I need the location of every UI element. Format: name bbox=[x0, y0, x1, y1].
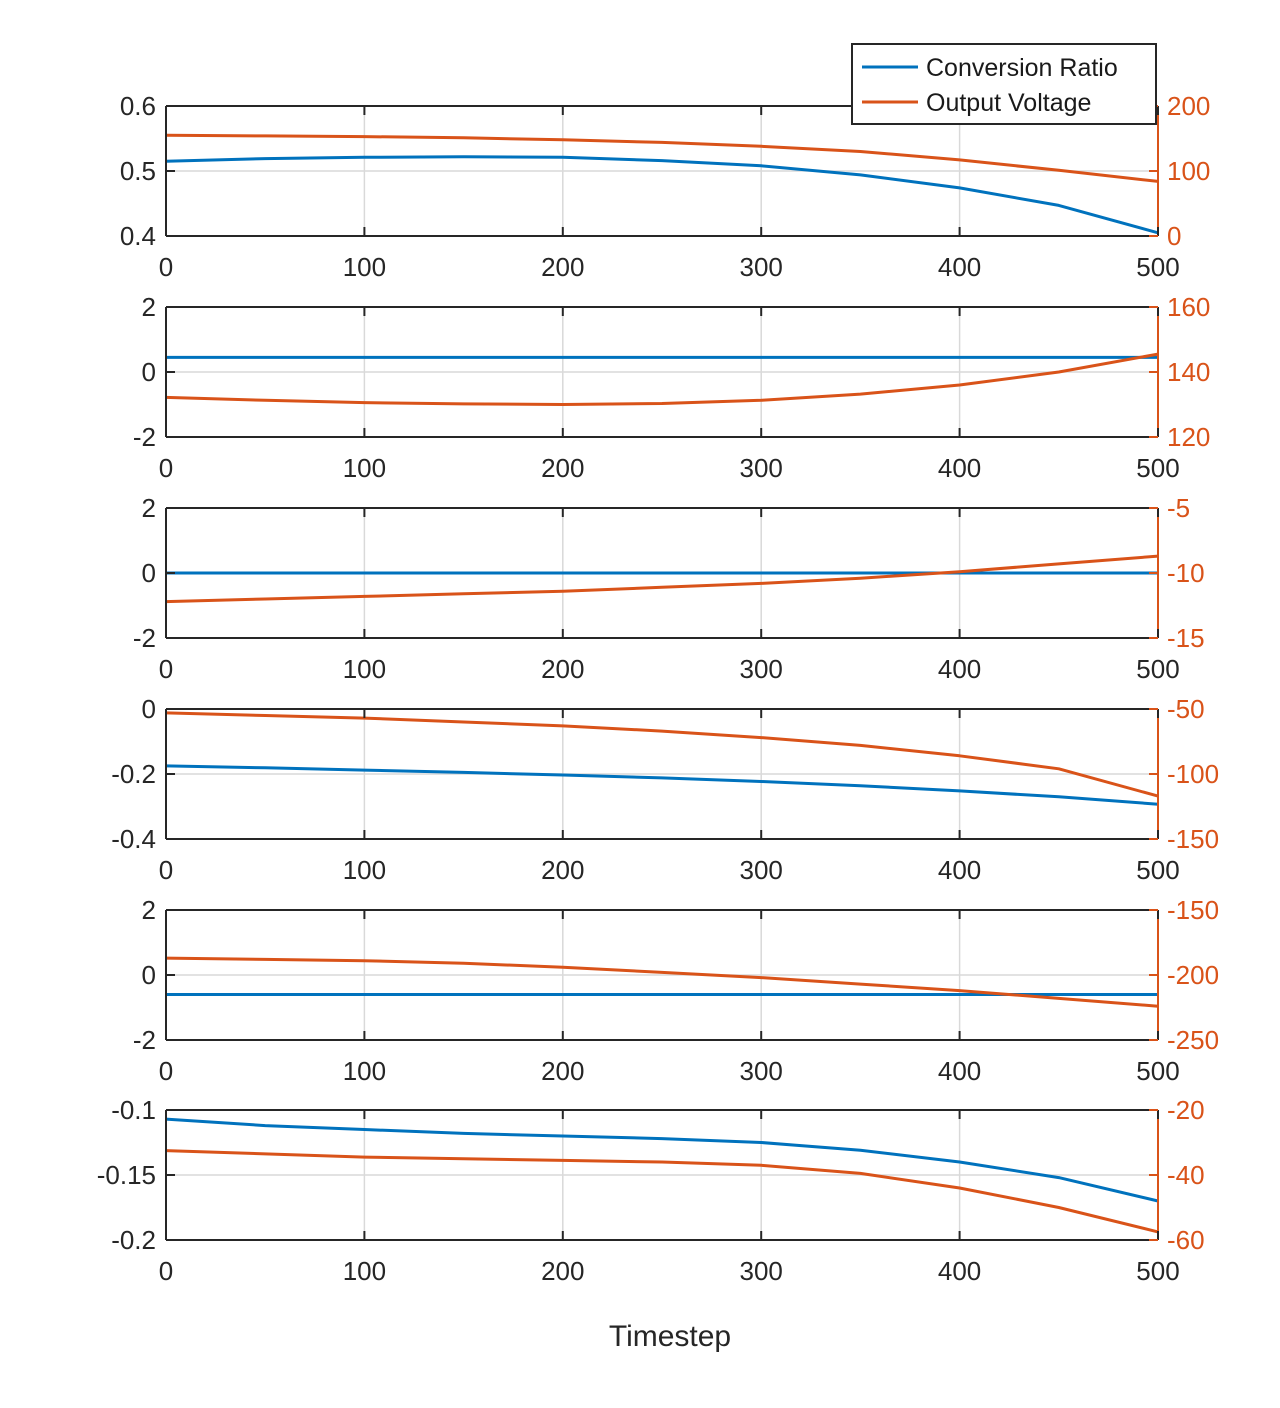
y-tick-label-left: -0.15 bbox=[97, 1160, 156, 1190]
subplot-4: 0 100 200 300 400 500 -0.4 -0.2 0 -150 -100 -50 bbox=[111, 694, 1219, 885]
x-tick-label: 200 bbox=[541, 654, 584, 684]
y-tick-label-left: 2 bbox=[142, 292, 156, 322]
y-tick-label-right: -150 bbox=[1167, 895, 1219, 925]
x-tick-label: 100 bbox=[343, 1056, 386, 1086]
y-tick-label-right: -100 bbox=[1167, 759, 1219, 789]
output-voltage-line bbox=[165, 133, 1159, 183]
output-voltage-line bbox=[165, 1149, 1159, 1234]
y-tick-label-right: 200 bbox=[1167, 91, 1210, 121]
y-tick-label-left: -0.1 bbox=[111, 1095, 156, 1125]
y-tick-label-right: 140 bbox=[1167, 357, 1210, 387]
y-tick-label-left: 0 bbox=[142, 960, 156, 990]
x-tick-label: 0 bbox=[159, 855, 173, 885]
x-tick-label: 500 bbox=[1136, 1256, 1179, 1286]
x-tick-label: 500 bbox=[1136, 252, 1179, 282]
x-tick-label: 500 bbox=[1136, 855, 1179, 885]
y-tick-label-right: -20 bbox=[1167, 1095, 1205, 1125]
y-tick-label-left: 2 bbox=[142, 493, 156, 523]
x-tick-label: 500 bbox=[1136, 1056, 1179, 1086]
x-tick-label: 0 bbox=[159, 1056, 173, 1086]
output-voltage-line bbox=[165, 554, 1159, 604]
x-tick-label: 0 bbox=[159, 453, 173, 483]
y-tick-label-left: 0 bbox=[142, 558, 156, 588]
legend-box bbox=[851, 43, 1157, 125]
y-tick-label-right: -40 bbox=[1167, 1160, 1205, 1190]
subplot-1: 0 100 200 300 400 500 0.4 0.5 0.6 0 100 200 bbox=[120, 91, 1211, 282]
x-tick-label: 300 bbox=[740, 654, 783, 684]
x-tick-label: 300 bbox=[740, 252, 783, 282]
y-tick-label-right: -250 bbox=[1167, 1025, 1219, 1055]
output-voltage-line bbox=[165, 956, 1159, 1008]
y-tick-label-left: 0.6 bbox=[120, 91, 156, 121]
x-tick-label: 400 bbox=[938, 252, 981, 282]
y-tick-label-right: 120 bbox=[1167, 422, 1210, 452]
subplot-6: 0 100 200 300 400 500 -0.2 -0.15 -0.1 -60 -40 -20 bbox=[97, 1095, 1205, 1286]
x-tick-label: 500 bbox=[1136, 453, 1179, 483]
x-tick-label: 100 bbox=[343, 855, 386, 885]
y-tick-label-right: 160 bbox=[1167, 292, 1210, 322]
y-tick-label-right: -50 bbox=[1167, 694, 1205, 724]
x-tick-label: 200 bbox=[541, 1056, 584, 1086]
x-tick-label: 300 bbox=[740, 453, 783, 483]
y-tick-label-left: -2 bbox=[133, 422, 156, 452]
x-tick-label: 300 bbox=[740, 1256, 783, 1286]
y-tick-label-left: -2 bbox=[133, 1025, 156, 1055]
y-tick-label-right: -10 bbox=[1167, 558, 1205, 588]
y-tick-label-right: -60 bbox=[1167, 1225, 1205, 1255]
x-tick-label: 400 bbox=[938, 1056, 981, 1086]
x-tick-label: 200 bbox=[541, 453, 584, 483]
x-tick-label: 400 bbox=[938, 654, 981, 684]
subplot-3: 0 100 200 300 400 500-202-15-10-5 bbox=[133, 493, 1205, 684]
output-voltage-line bbox=[165, 352, 1159, 406]
conversion-ratio-line bbox=[165, 764, 1159, 806]
y-tick-label-right: 100 bbox=[1167, 156, 1210, 186]
y-tick-label-left: 0 bbox=[142, 694, 156, 724]
subplot-5: 0 100 200 300 400 500-202-250-200-150 bbox=[133, 895, 1219, 1086]
y-tick-label-left: 0.5 bbox=[120, 156, 156, 186]
legend-entry: Conversion Ratio bbox=[926, 54, 1118, 82]
y-tick-label-left: 0.4 bbox=[120, 221, 156, 251]
x-tick-label: 400 bbox=[938, 453, 981, 483]
x-tick-label: 0 bbox=[159, 252, 173, 282]
x-tick-label: 400 bbox=[938, 855, 981, 885]
y-tick-label-right: -150 bbox=[1167, 824, 1219, 854]
output-voltage-line bbox=[165, 711, 1159, 798]
y-tick-label-left: 0 bbox=[142, 357, 156, 387]
y-tick-label-left: -0.4 bbox=[111, 824, 156, 854]
y-tick-label-right: -5 bbox=[1167, 493, 1190, 523]
x-tick-label: 100 bbox=[343, 252, 386, 282]
conversion-ratio-line bbox=[165, 1117, 1159, 1203]
y-tick-label-right: -200 bbox=[1167, 960, 1219, 990]
y-tick-label-right: -15 bbox=[1167, 623, 1205, 653]
x-tick-label: 200 bbox=[541, 1256, 584, 1286]
x-tick-label: 100 bbox=[343, 453, 386, 483]
x-tick-label: 200 bbox=[541, 252, 584, 282]
y-tick-label-left: 2 bbox=[142, 895, 156, 925]
y-tick-label-left: -0.2 bbox=[111, 759, 156, 789]
x-tick-label: 0 bbox=[159, 1256, 173, 1286]
legend-entry: Output Voltage bbox=[926, 89, 1091, 117]
conversion-ratio-line bbox=[165, 155, 1159, 235]
x-tick-label: 500 bbox=[1136, 654, 1179, 684]
y-tick-label-right: 0 bbox=[1167, 221, 1181, 251]
y-tick-label-left: -2 bbox=[133, 623, 156, 653]
x-tick-label: 0 bbox=[159, 654, 173, 684]
x-tick-label: 100 bbox=[343, 1256, 386, 1286]
x-tick-label: 100 bbox=[343, 654, 386, 684]
x-axis-label: Timestep bbox=[609, 1320, 731, 1353]
x-tick-label: 400 bbox=[938, 1256, 981, 1286]
legend: Conversion Ratio Output Voltage bbox=[851, 43, 1157, 125]
x-tick-label: 300 bbox=[740, 1056, 783, 1086]
x-tick-label: 300 bbox=[740, 855, 783, 885]
x-tick-label: 200 bbox=[541, 855, 584, 885]
y-tick-label-left: -0.2 bbox=[111, 1225, 156, 1255]
